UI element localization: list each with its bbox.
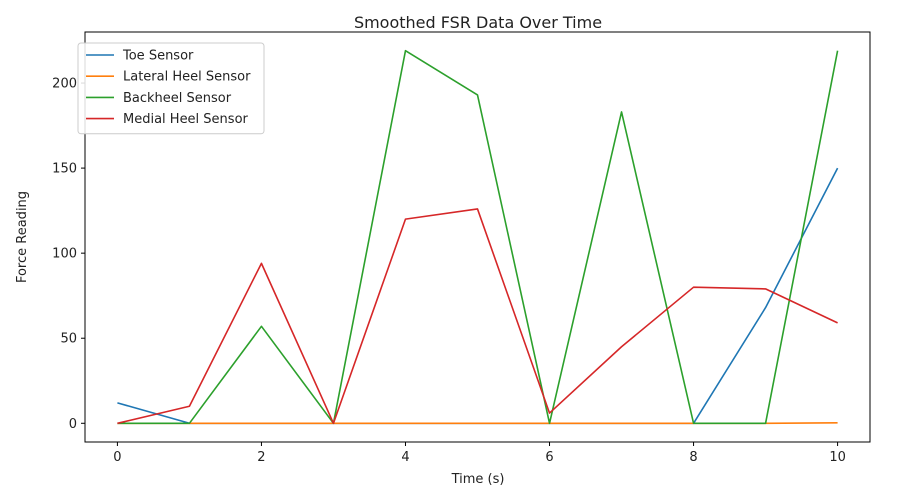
y-axis-title: Force Reading bbox=[15, 191, 30, 283]
chart-title: Smoothed FSR Data Over Time bbox=[354, 13, 602, 32]
legend-label: Lateral Heel Sensor bbox=[123, 70, 251, 85]
legend-label: Medial Heel Sensor bbox=[123, 112, 249, 127]
x-tick-label: 8 bbox=[689, 450, 697, 465]
series-line-backheel-sensor bbox=[117, 49, 839, 425]
series-line-toe-sensor bbox=[117, 167, 839, 425]
legend-label: Backheel Sensor bbox=[123, 91, 232, 106]
x-tick-label: 10 bbox=[829, 450, 846, 465]
x-axis-title: Time (s) bbox=[451, 472, 505, 487]
series-line-medial-heel-sensor bbox=[117, 208, 838, 425]
x-tick-label: 4 bbox=[401, 450, 409, 465]
y-tick-label: 150 bbox=[52, 162, 77, 177]
x-tick-label: 2 bbox=[257, 450, 265, 465]
legend-box bbox=[77, 42, 265, 135]
x-tick-label: 6 bbox=[545, 450, 553, 465]
legend-label: Toe Sensor bbox=[122, 49, 194, 64]
x-tick-label: 0 bbox=[113, 450, 121, 465]
y-tick-label: 50 bbox=[60, 332, 77, 347]
y-tick-label: 100 bbox=[52, 247, 77, 262]
y-tick-label: 0 bbox=[69, 417, 77, 432]
axes-frame bbox=[84, 31, 871, 443]
legend: Toe Sensor Lateral Heel Sensor Backheel Se… bbox=[77, 42, 265, 135]
y-tick-label: 200 bbox=[52, 77, 77, 92]
